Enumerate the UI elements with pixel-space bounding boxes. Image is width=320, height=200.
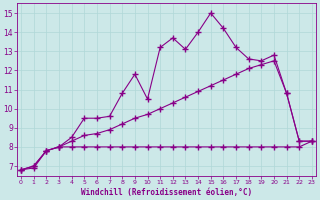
X-axis label: Windchill (Refroidissement éolien,°C): Windchill (Refroidissement éolien,°C) — [81, 188, 252, 197]
